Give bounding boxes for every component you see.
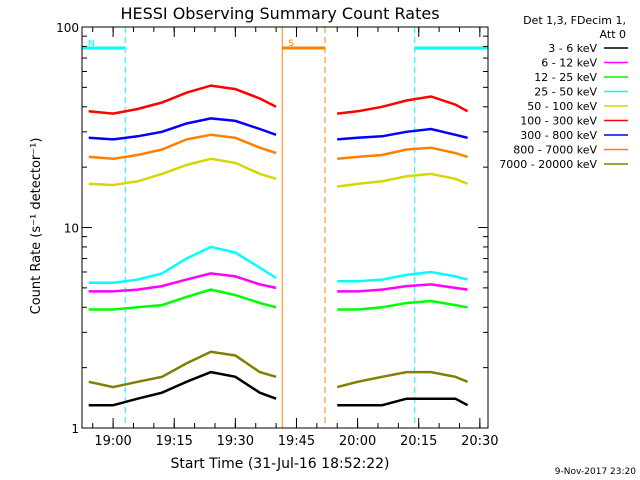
x-tick-label: 19:30 bbox=[217, 434, 254, 449]
series-line bbox=[88, 272, 277, 293]
series-line bbox=[88, 350, 277, 389]
series-line bbox=[88, 288, 277, 311]
x-tick-label: 19:00 bbox=[94, 434, 131, 449]
chart-title: HESSI Observing Summary Count Rates bbox=[120, 4, 439, 23]
series-line bbox=[88, 133, 277, 161]
series-line bbox=[337, 95, 469, 115]
x-tick-label: 20:00 bbox=[339, 434, 376, 449]
plot-frame bbox=[81, 26, 489, 429]
series-line bbox=[88, 84, 277, 115]
legend-label: 100 - 300 keV bbox=[520, 115, 597, 128]
legend-label: 300 - 800 keV bbox=[520, 129, 597, 142]
legend-label: 800 - 7000 keV bbox=[513, 144, 597, 157]
series-line bbox=[337, 127, 468, 141]
series-line bbox=[337, 299, 468, 311]
legend-label: 3 - 6 keV bbox=[548, 42, 597, 55]
series-layer bbox=[88, 84, 469, 407]
series-line bbox=[337, 172, 469, 188]
footer-date: 9-Nov-2017 23:20 bbox=[555, 467, 637, 477]
legend-label: 50 - 100 keV bbox=[527, 100, 597, 113]
legend-label: 25 - 50 keV bbox=[534, 86, 597, 99]
legend: Det 1,3, FDecim 1,Att 03 - 6 keV 6 - 12 k… bbox=[499, 14, 628, 171]
series-line bbox=[88, 157, 277, 187]
legend-label: 6 - 12 keV bbox=[541, 57, 597, 70]
x-axis-label: Start Time (31-Jul-16 18:52:22) bbox=[170, 456, 389, 472]
series-line bbox=[88, 117, 277, 141]
x-tick-label: 20:30 bbox=[461, 434, 498, 449]
y-tick-label: 100 bbox=[56, 21, 79, 35]
legend-header: Det 1,3, FDecim 1, bbox=[523, 14, 626, 27]
x-tick-label: 19:15 bbox=[155, 434, 192, 449]
legend-label: 12 - 25 keV bbox=[534, 71, 597, 84]
series-line bbox=[337, 397, 469, 407]
annotation-label: S bbox=[288, 39, 294, 49]
series-line bbox=[337, 146, 468, 161]
series-line bbox=[336, 370, 469, 389]
series-line bbox=[88, 370, 277, 407]
series-line bbox=[88, 245, 277, 285]
legend-header: Att 0 bbox=[600, 28, 626, 41]
y-tick-label: 10 bbox=[64, 222, 79, 236]
annotation-label: N bbox=[88, 39, 95, 49]
legend-label: 7000 - 20000 keV bbox=[499, 158, 597, 171]
y-tick-label: 1 bbox=[71, 422, 79, 436]
x-tick-label: 19:45 bbox=[278, 434, 315, 449]
x-tick-label: 20:15 bbox=[400, 434, 437, 449]
series-line bbox=[337, 270, 468, 283]
y-axis-label: Count Rate (s⁻¹ detector⁻¹) bbox=[29, 138, 44, 315]
axes-layer: 1 10 100 19:00 19:15 19:30 19:45 20:00 20:15 20:3… bbox=[56, 21, 498, 449]
series-line bbox=[337, 283, 468, 293]
